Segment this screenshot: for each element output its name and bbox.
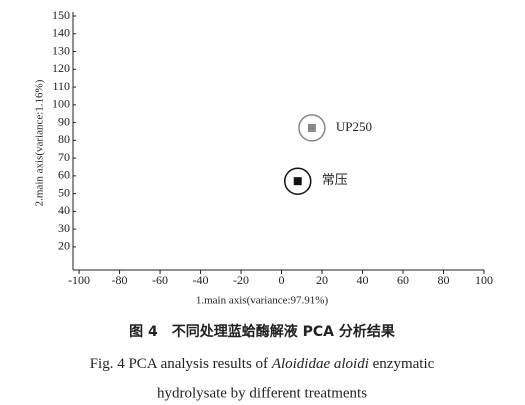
x-tick-label: 100	[475, 273, 493, 287]
y-axis-label: 2.main axis(variance:1.16%)	[34, 79, 46, 206]
y-tick-label: 60	[58, 168, 70, 182]
group-ring	[298, 114, 326, 142]
y-tick-label: 40	[58, 203, 70, 217]
y-tick-label: 130	[52, 43, 70, 57]
x-tick-label: -60	[152, 273, 168, 287]
y-tick-label: 70	[58, 150, 70, 164]
x-axis-label: 1.main axis(variance:97.91%)	[196, 295, 329, 307]
x-tick-label: -40	[193, 273, 209, 287]
y-tick-label: 120	[52, 61, 70, 75]
caption-species: Aloididae aloidi	[271, 356, 369, 372]
caption-en: Fig. 4 PCA analysis results of Aloididae…	[90, 356, 435, 372]
y-tick-label: 100	[52, 97, 70, 111]
group-ring	[283, 167, 312, 195]
x-tick-label: 20	[316, 273, 328, 287]
y-tick-label: 150	[52, 8, 70, 22]
caption-text: Fig. 4 PCA analysis results of	[90, 356, 272, 372]
caption-en: hydrolysate by different treatments	[157, 385, 367, 401]
y-tick-label: 110	[52, 79, 70, 93]
x-tick-label: 60	[397, 273, 409, 287]
x-tick-label: 40	[357, 273, 369, 287]
point-label: UP250	[336, 119, 372, 134]
y-tick-label: 140	[52, 26, 70, 40]
x-tick-label: 80	[438, 273, 450, 287]
y-tick-label: 20	[58, 239, 70, 253]
point-label: 常压	[322, 172, 348, 187]
y-tick-label: 30	[58, 221, 70, 235]
x-tick-label: -80	[112, 273, 128, 287]
point	[293, 177, 302, 186]
x-tick-label: 0	[279, 273, 285, 287]
point	[307, 123, 316, 132]
y-tick-label: 50	[58, 185, 70, 199]
x-tick-label: -20	[233, 273, 249, 287]
caption-cn: 图 4 不同处理蓝蛤酶解液 PCA 分析结果	[129, 323, 396, 340]
y-tick-label: 90	[58, 114, 70, 128]
y-tick-label: 80	[58, 132, 70, 146]
caption-text: enzymatic	[369, 356, 435, 372]
x-tick-label: -100	[68, 273, 90, 287]
